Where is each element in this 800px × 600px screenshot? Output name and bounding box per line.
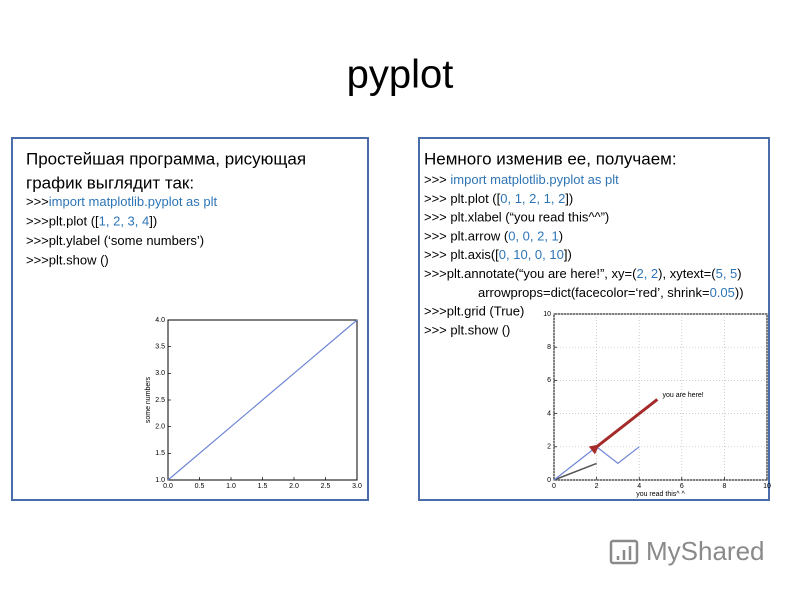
- code-token: 0.05: [710, 285, 735, 300]
- slide-title: pyplot: [347, 53, 454, 97]
- y-tick-label: 8: [547, 344, 551, 351]
- y-tick-label: 2.5: [155, 397, 165, 404]
- panel-heading: Простейшая программа, рисующая: [26, 149, 306, 168]
- code-token: >>>plt.show (): [26, 253, 109, 268]
- y-tick-label: 2: [547, 444, 551, 451]
- x-tick-label: 2.0: [289, 483, 299, 490]
- code-token: >>> plt.arrow (: [424, 229, 509, 244]
- x-tick-label: 0: [552, 483, 556, 490]
- code-line: arrowprops=dict(facecolor=‘red’, shrink=…: [478, 285, 744, 300]
- code-token: 0, 0, 2, 1: [508, 229, 559, 244]
- code-line: >>>plt.grid (True): [424, 304, 524, 319]
- code-token: import matplotlib.pyplot as plt: [450, 172, 619, 187]
- code-token: 0, 1, 2, 1, 2: [500, 191, 565, 206]
- code-line: >>> plt.xlabel (“you read this^^”): [424, 210, 609, 225]
- panel-heading: график выглядит так:: [26, 173, 194, 192]
- code-line: >>> plt.plot ([0, 1, 2, 1, 2]): [424, 191, 573, 206]
- x-tick-label: 10: [763, 483, 771, 490]
- panel-heading: Немного изменив ее, получаем:: [424, 149, 677, 168]
- code-token: ): [737, 266, 741, 281]
- line: [167, 319, 358, 481]
- code-token: 2, 2: [636, 266, 658, 281]
- x-tick-label: 8: [722, 483, 726, 490]
- annotation-text: you are here!: [663, 392, 704, 399]
- code-line: >>>import matplotlib.pyplot as plt: [26, 194, 218, 209]
- code-line: >>> plt.show (): [424, 323, 510, 338]
- x-axis-label: you read this^ ^: [636, 491, 685, 498]
- left-panel: [11, 137, 369, 501]
- x-tick-label: 2.5: [321, 483, 331, 490]
- y-tick-label: 4.0: [155, 317, 165, 324]
- code-line: >>>plt.annotate(“you are here!”, xy=(2, …: [424, 266, 742, 281]
- y-tick-label: 6: [547, 377, 551, 384]
- annotation-arrow: [592, 398, 659, 451]
- code-token: import matplotlib.pyplot as plt: [49, 194, 218, 209]
- code-line: >>>plt.plot ([1, 2, 3, 4]): [26, 214, 157, 229]
- code-token: ]): [565, 191, 573, 206]
- y-tick-label: 3.0: [155, 370, 165, 377]
- x-tick-label: 0.0: [163, 483, 173, 490]
- code-token: >>>plt.plot ([: [26, 214, 99, 229]
- code-token: ): [559, 229, 563, 244]
- code-token: >>> plt.show (): [424, 323, 510, 338]
- y-axis-label: some numbers: [145, 376, 152, 423]
- x-tick-label: 1.5: [258, 483, 268, 490]
- y-tick-label: 0: [547, 477, 551, 484]
- code-token: >>> plt.xlabel (“you read this^^”): [424, 210, 609, 225]
- code-token: 5, 5: [716, 266, 738, 281]
- code-token: ), xytext=(: [658, 266, 716, 281]
- code-token: 1, 2, 3, 4: [99, 214, 150, 229]
- x-tick-label: 6: [680, 483, 684, 490]
- x-tick-label: 4: [637, 483, 641, 490]
- y-tick-label: 3.5: [155, 344, 165, 351]
- code-token: >>>: [26, 194, 49, 209]
- code-token: >>>plt.grid (True): [424, 304, 524, 319]
- code-token: arrowprops=dict(facecolor=‘red’, shrink=: [478, 285, 710, 300]
- watermark-icon: [609, 539, 639, 565]
- arrow: [553, 462, 597, 481]
- code-line: >>> plt.arrow (0, 0, 2, 1): [424, 229, 563, 244]
- y-tick-label: 4: [547, 410, 551, 417]
- y-tick-label: 1.0: [155, 477, 165, 484]
- code-token: >>>plt.annotate(“you are here!”, xy=(: [424, 266, 637, 281]
- x-tick-label: 0.5: [195, 483, 205, 490]
- code-token: >>>plt.ylabel (‘some numbers’): [26, 233, 204, 248]
- code-token: )): [735, 285, 744, 300]
- code-token: ]): [564, 248, 572, 263]
- y-tick-label: 2.0: [155, 424, 165, 431]
- code-token: >>> plt.axis([: [424, 248, 499, 263]
- x-tick-label: 3.0: [352, 483, 362, 490]
- code-token: >>> plt.plot ([: [424, 191, 501, 206]
- code-token: ]): [149, 214, 157, 229]
- right-panel: [418, 137, 770, 501]
- y-tick-label: 10: [543, 311, 551, 318]
- x-tick-label: 1.0: [226, 483, 236, 490]
- annotation-arrowhead: [588, 444, 600, 455]
- code-token: 0, 10, 0, 10: [499, 248, 564, 263]
- code-line: >>> plt.axis([0, 10, 0, 10]): [424, 248, 572, 263]
- y-tick-label: 1.5: [155, 450, 165, 457]
- code-line: >>> import matplotlib.pyplot as plt: [424, 172, 619, 187]
- code-line: >>>plt.show (): [26, 253, 109, 268]
- code-line: >>>plt.ylabel (‘some numbers’): [26, 233, 204, 248]
- code-token: >>>: [424, 172, 450, 187]
- x-tick-label: 2: [595, 483, 599, 490]
- watermark: MyShared: [646, 536, 765, 566]
